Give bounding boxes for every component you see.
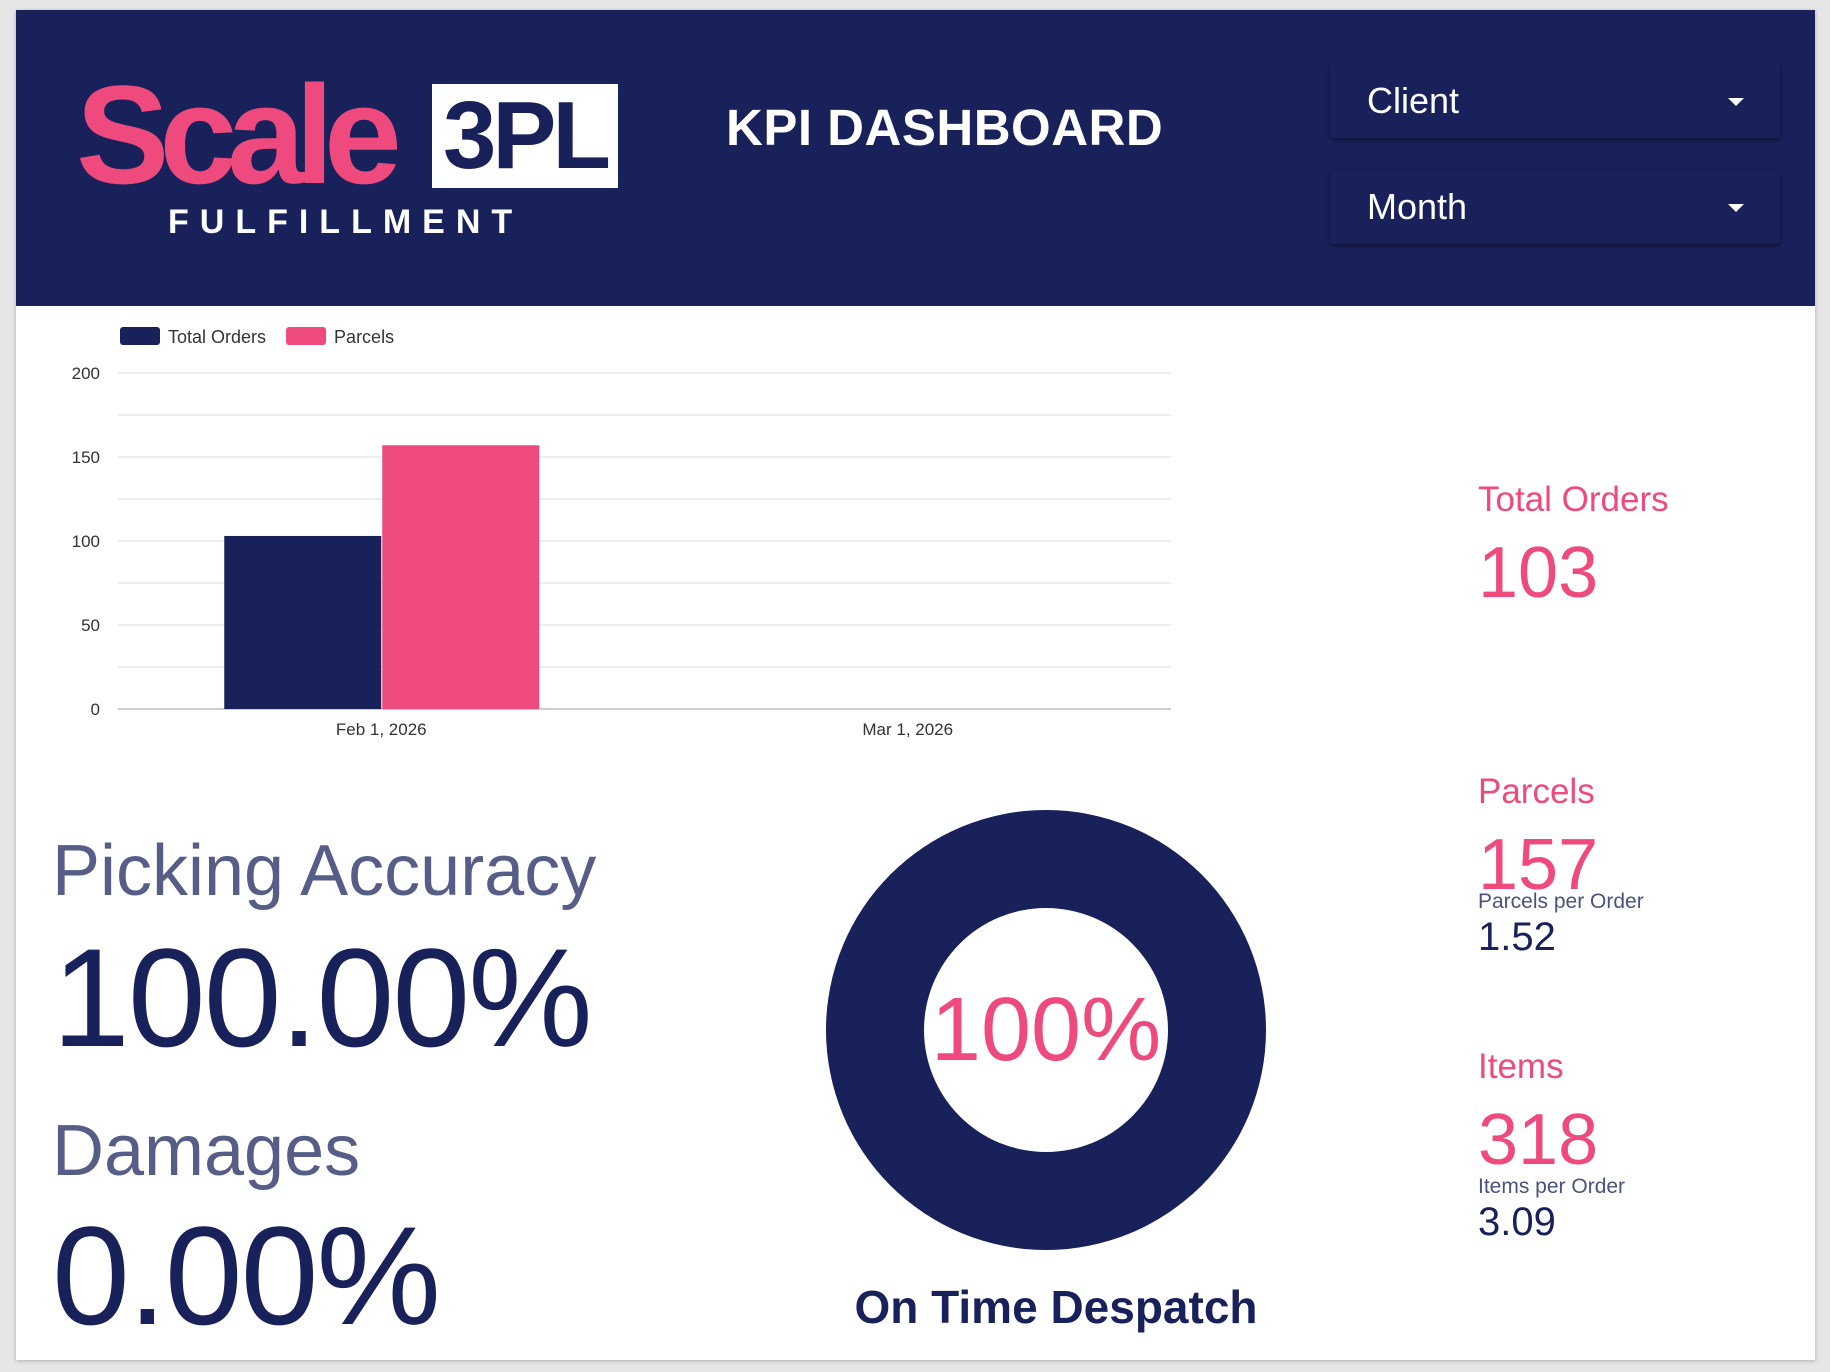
client-filter-label: Client — [1367, 80, 1460, 121]
items-per-order-label: Items per Order — [1478, 1175, 1626, 1198]
month-filter-dropdown[interactable]: Month — [1330, 170, 1780, 244]
legend-swatch-total-orders — [120, 327, 160, 345]
on-time-despatch-value: 100% — [930, 980, 1162, 1080]
donut-hole — [924, 908, 1168, 1152]
page-title: KPI DASHBOARD — [726, 99, 1164, 156]
parcels-value: 157 — [1478, 825, 1599, 905]
total-orders-value: 103 — [1478, 533, 1599, 613]
header-bar: Scale 3PL FULFILLMENT KPI DASHBOARD Clie… — [16, 10, 1815, 306]
y-tick-label: 0 — [91, 700, 100, 719]
client-filter-dropdown[interactable]: Client — [1330, 64, 1780, 138]
logo-3pl-box: 3PL — [432, 84, 618, 188]
picking-accuracy-value: 100.00% — [52, 919, 593, 1076]
total-orders-label: Total Orders — [1478, 480, 1669, 519]
y-tick-label: 200 — [72, 364, 100, 383]
legend-swatch-parcels — [286, 327, 327, 345]
legend-label: Total Orders — [168, 327, 266, 347]
y-tick-label: 150 — [72, 448, 100, 467]
parcels-per-order-label: Parcels per Order — [1478, 890, 1644, 913]
parcels-per-order-value: 1.52 — [1478, 915, 1556, 959]
y-tick-label: 100 — [72, 532, 100, 551]
chevron-down-icon — [1728, 204, 1744, 212]
bar-chart-svg: 0 50 100 150 200 Feb 1, 2026 Mar 1, 2026 Total … — [72, 327, 1171, 739]
picking-accuracy-label: Picking Accuracy — [52, 831, 597, 911]
x-tick-label: Mar 1, 2026 — [862, 720, 953, 739]
bar-total-orders — [224, 535, 382, 709]
bar-parcels — [382, 445, 540, 709]
on-time-despatch-donut: 100% — [826, 810, 1266, 1250]
items-per-order-value: 3.09 — [1478, 1200, 1556, 1244]
damages-label: Damages — [52, 1111, 361, 1191]
month-filter-label: Month — [1367, 186, 1468, 227]
dashboard-page: Scale 3PL FULFILLMENT KPI DASHBOARD Clie… — [16, 10, 1815, 1360]
damages-value: 0.00% — [52, 1197, 441, 1354]
logo-3pl-text: 3PL — [442, 82, 611, 189]
logo-scale-text: Scale — [76, 56, 402, 213]
scale3pl-logo: Scale 3PL FULFILLMENT — [76, 65, 646, 255]
on-time-despatch-label: On Time Despatch — [854, 1281, 1258, 1333]
orders-parcels-bar-chart: 0 50 100 150 200 Feb 1, 2026 Mar 1, 2026 Total … — [16, 306, 1216, 776]
parcels-label: Parcels — [1478, 772, 1595, 811]
x-tick-label: Feb 1, 2026 — [336, 720, 427, 739]
chevron-down-icon — [1728, 98, 1744, 106]
logo-fulfillment-text: FULFILLMENT — [168, 203, 524, 241]
y-tick-label: 50 — [81, 616, 100, 635]
legend-label: Parcels — [334, 327, 394, 347]
items-label: Items — [1478, 1047, 1564, 1086]
items-value: 318 — [1478, 1100, 1599, 1180]
